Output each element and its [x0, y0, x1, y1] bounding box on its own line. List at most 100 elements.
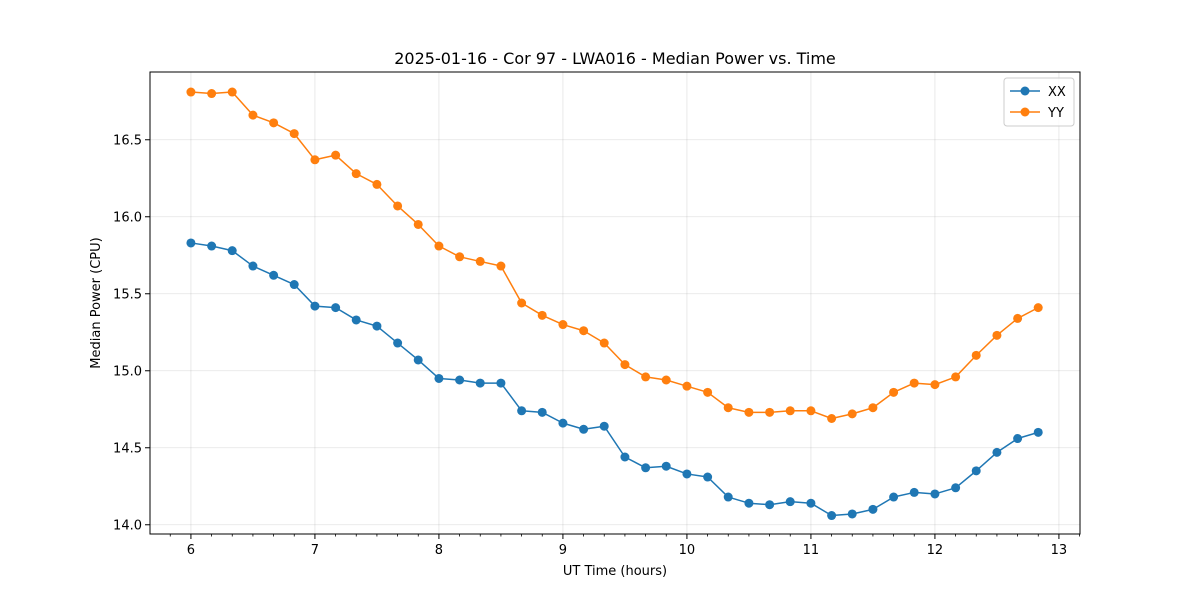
- data-point-yy: [248, 110, 258, 120]
- data-point-xx: [599, 421, 609, 431]
- data-point-xx: [1033, 427, 1043, 437]
- grid-lines: [150, 72, 1080, 534]
- data-point-xx: [847, 509, 857, 519]
- data-point-xx: [827, 511, 837, 521]
- data-point-yy: [517, 298, 527, 308]
- data-point-xx: [558, 418, 568, 428]
- y-tick-label: 16.5: [113, 133, 142, 148]
- data-point-yy: [765, 407, 775, 417]
- data-point-yy: [992, 330, 1002, 340]
- legend-yy-marker: [1020, 107, 1030, 117]
- data-point-yy: [827, 414, 837, 423]
- data-point-yy: [579, 326, 589, 336]
- plot-frame: [149, 71, 1081, 535]
- data-point-xx: [785, 497, 795, 507]
- y-axis-label: Median Power (CPU): [89, 237, 104, 368]
- data-point-xx: [723, 492, 733, 502]
- plot-area: [150, 72, 1080, 534]
- legend-xx-label: XX: [1048, 85, 1066, 100]
- data-point-yy: [661, 375, 671, 385]
- data-point-yy: [723, 403, 733, 413]
- data-point-xx: [971, 466, 981, 476]
- data-point-yy: [558, 320, 568, 330]
- data-point-xx: [269, 270, 279, 280]
- data-point-xx: [909, 487, 919, 497]
- data-point-yy: [537, 310, 547, 320]
- data-point-yy: [785, 406, 795, 416]
- data-point-yy: [1033, 303, 1043, 313]
- data-point-xx: [992, 447, 1002, 457]
- data-point-yy: [186, 87, 196, 97]
- data-point-yy: [641, 372, 651, 382]
- x-tick-label: 8: [435, 543, 443, 558]
- data-point-xx: [744, 498, 754, 508]
- data-point-xx: [765, 500, 775, 510]
- x-tick-label: 12: [927, 543, 944, 558]
- x-tick-label: 7: [311, 543, 319, 558]
- data-point-yy: [227, 87, 237, 97]
- data-point-yy: [475, 256, 485, 266]
- data-point-yy: [269, 118, 279, 128]
- legend-xx-marker: [1020, 86, 1030, 96]
- data-point-xx: [310, 301, 320, 311]
- data-point-xx: [496, 378, 506, 388]
- data-point-yy: [971, 350, 981, 360]
- data-point-xx: [434, 373, 444, 383]
- y-tick-label: 16.0: [113, 210, 142, 225]
- data-point-xx: [620, 452, 630, 462]
- data-point-yy: [310, 155, 320, 165]
- series-layer: [186, 87, 1043, 521]
- data-point-xx: [703, 472, 713, 482]
- data-point-xx: [951, 483, 961, 493]
- data-point-xx: [455, 375, 465, 385]
- data-point-yy: [393, 201, 403, 211]
- data-point-xx: [579, 424, 589, 434]
- x-tick-label: 6: [187, 543, 195, 558]
- data-point-yy: [868, 403, 878, 413]
- data-point-xx: [868, 504, 878, 514]
- data-point-yy: [889, 387, 899, 397]
- x-tick-label: 10: [679, 543, 696, 558]
- data-point-yy: [703, 387, 713, 397]
- data-point-xx: [806, 498, 816, 508]
- y-tick-label: 14.0: [113, 518, 142, 533]
- data-point-yy: [372, 179, 382, 189]
- x-tick-label: 11: [803, 543, 820, 558]
- data-point-yy: [434, 241, 444, 251]
- data-point-xx: [186, 238, 196, 248]
- data-point-yy: [682, 381, 692, 391]
- data-point-xx: [930, 489, 940, 499]
- data-point-yy: [951, 372, 961, 382]
- data-point-yy: [455, 252, 465, 262]
- data-point-xx: [372, 321, 382, 331]
- data-point-yy: [847, 409, 857, 419]
- legend: XX YY: [1003, 77, 1075, 127]
- data-point-xx: [289, 280, 299, 290]
- data-point-xx: [351, 315, 361, 325]
- y-tick-label: 14.5: [113, 441, 142, 456]
- data-point-xx: [661, 461, 671, 471]
- x-tick-label: 13: [1051, 543, 1068, 558]
- y-tick-label: 15.0: [113, 364, 142, 379]
- data-point-yy: [909, 378, 919, 388]
- data-point-xx: [1013, 434, 1023, 444]
- data-point-yy: [331, 150, 341, 160]
- y-tick-label: 15.5: [113, 287, 142, 302]
- data-point-yy: [1013, 313, 1023, 323]
- data-point-xx: [641, 463, 651, 473]
- data-point-yy: [351, 169, 361, 179]
- data-point-xx: [393, 338, 403, 348]
- data-point-xx: [331, 303, 341, 313]
- data-point-yy: [930, 380, 940, 390]
- data-point-yy: [806, 406, 816, 416]
- data-point-xx: [227, 246, 237, 256]
- data-point-yy: [620, 360, 630, 370]
- data-point-yy: [207, 89, 217, 99]
- data-point-xx: [889, 492, 899, 502]
- chart-title: 2025-01-16 - Cor 97 - LWA016 - Median Po…: [394, 49, 836, 68]
- legend-yy-label: YY: [1047, 106, 1064, 121]
- data-point-yy: [289, 129, 299, 139]
- data-point-xx: [207, 241, 217, 251]
- data-point-xx: [517, 406, 527, 416]
- data-point-xx: [475, 378, 485, 388]
